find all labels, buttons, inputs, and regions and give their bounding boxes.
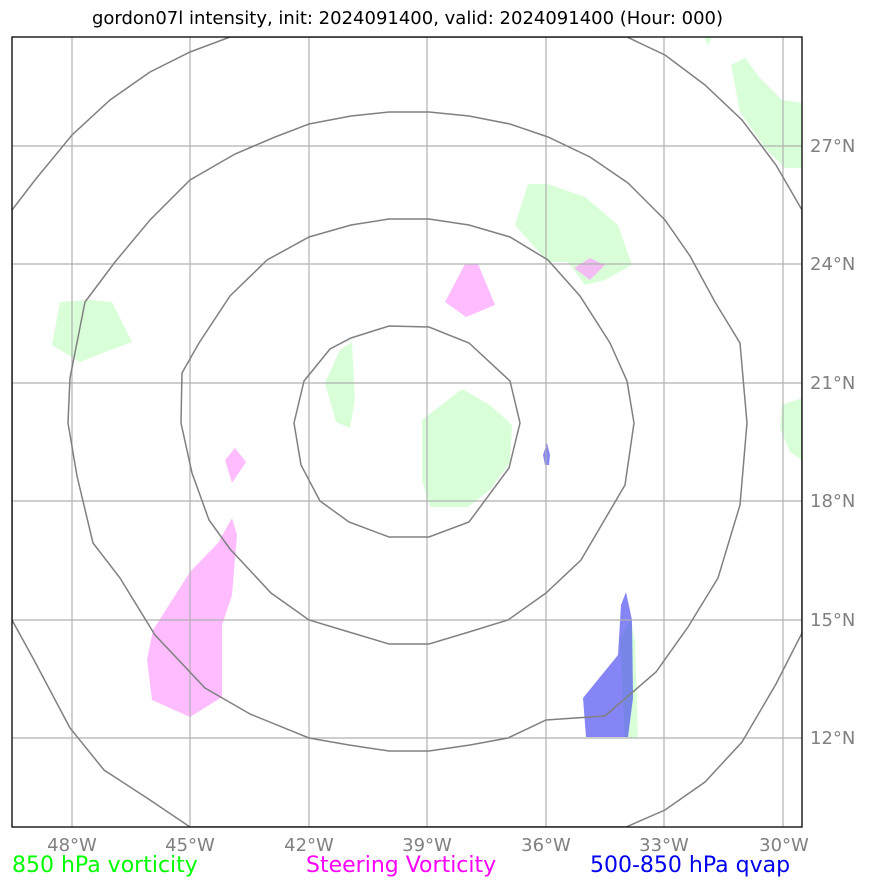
legend-vorticity-850: 850 hPa vorticity — [12, 853, 198, 878]
steering-patch — [147, 518, 237, 717]
lat-tick-label: 24°N — [810, 254, 855, 275]
plot-title: gordon07l intensity, init: 2024091400, v… — [91, 8, 724, 29]
vort850-patch — [731, 58, 802, 168]
range-ring-12deg — [12, 37, 802, 827]
lon-tick-label: 33°W — [639, 835, 689, 856]
lon-tick-label: 30°W — [759, 835, 809, 856]
qvap-patch — [583, 592, 633, 737]
range-rings — [12, 37, 802, 827]
lat-tick-label: 12°N — [810, 728, 855, 749]
lon-tick-label: 45°W — [165, 835, 215, 856]
legend-qvap: 500-850 hPa qvap — [590, 853, 791, 878]
vort850-patch — [704, 37, 712, 46]
lon-tick-label: 48°W — [47, 835, 97, 856]
lat-tick-label: 27°N — [810, 136, 855, 157]
steering-patch — [225, 448, 246, 483]
range-ring-3deg — [293, 325, 521, 538]
steering-patch — [445, 264, 495, 317]
graticule — [12, 37, 802, 827]
lon-tick-labels: 48°W 45°W 42°W 39°W 36°W 33°W 30°W — [47, 835, 809, 856]
range-ring-6deg — [180, 218, 635, 645]
vort850-patch — [780, 398, 802, 460]
vort850-patch — [422, 389, 512, 507]
lon-tick-label: 42°W — [284, 835, 334, 856]
lat-tick-label: 21°N — [810, 373, 855, 394]
vort850-patch — [325, 342, 355, 428]
lat-tick-label: 18°N — [810, 491, 855, 512]
map-frame — [11, 36, 803, 828]
steering-vorticity-layer — [147, 258, 605, 717]
map-background — [12, 37, 802, 827]
vort850-patch — [515, 184, 632, 285]
lon-tick-label: 36°W — [521, 835, 571, 856]
lon-tick-label: 39°W — [402, 835, 452, 856]
legend-steering-vorticity: Steering Vorticity — [306, 853, 497, 878]
lat-tick-labels: 27°N 24°N 21°N 18°N 15°N 12°N — [810, 136, 855, 749]
lat-tick-label: 15°N — [810, 610, 855, 631]
range-ring-9deg — [67, 111, 748, 752]
